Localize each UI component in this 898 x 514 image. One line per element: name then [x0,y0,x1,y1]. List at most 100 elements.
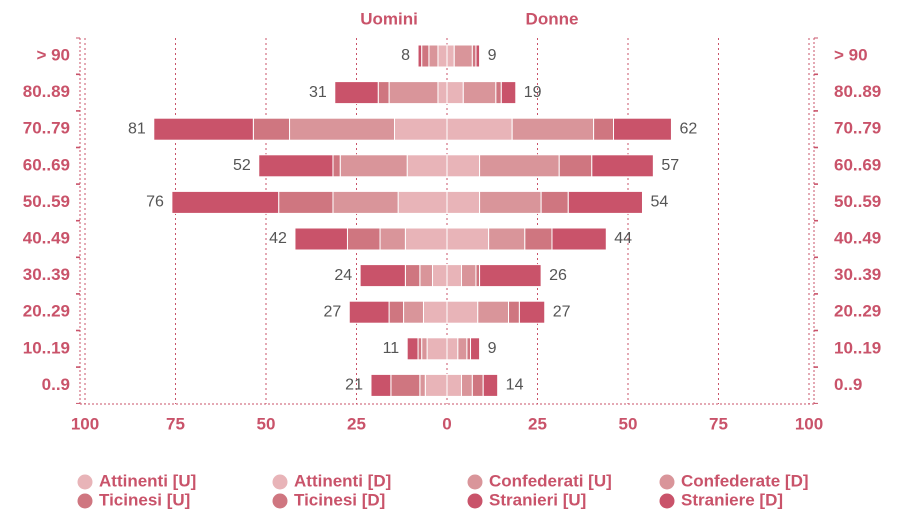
bar-segment [524,227,553,251]
bar-segment [388,81,439,105]
total-left: 27 [323,303,341,320]
legend-swatch [77,474,93,490]
category-label-left: 20..29 [23,302,70,321]
total-right: 54 [650,194,668,211]
category-label-left: 10..19 [23,338,70,357]
legend-swatch [659,474,675,490]
x-tick-label: 100 [795,414,823,433]
legend-label: Stranieri [U] [489,490,586,509]
legend-label: Straniere [D] [681,490,783,509]
bar-segment [508,300,520,324]
bar-segment [377,81,390,105]
category-label-right: 40..49 [834,228,881,247]
bar-segment [593,117,615,141]
total-right: 57 [661,157,679,174]
bar-segment [370,373,392,397]
bar-segment [446,227,490,251]
bar-segment [397,190,448,214]
legend-label: Ticinesi [D] [294,490,385,509]
bar-segment [437,44,448,68]
total-left: 11 [383,340,400,357]
bar-segment [479,264,542,288]
bar-segment [460,264,477,288]
bar-segment [446,81,464,105]
total-right: 9 [488,47,497,64]
bar-segment [558,154,593,178]
bar-segment [379,227,406,251]
bar-segment [518,300,546,324]
bar-segment [417,337,423,361]
legend-swatch [272,474,288,490]
total-left: 31 [309,84,327,101]
bar-segment [460,373,473,397]
category-label-right: 30..39 [834,265,881,284]
bar-segment [421,337,428,361]
legend-swatch [467,493,483,509]
bar-segment [346,227,381,251]
bar-segment [289,117,396,141]
category-label-left: 60..69 [23,155,70,174]
bar-segment [453,44,473,68]
total-left: 81 [128,120,146,137]
total-right: 27 [553,303,571,320]
bar-segment [403,300,424,324]
bar-segment [404,264,421,288]
total-left: 8 [401,47,410,64]
bar-segment [334,81,379,105]
bar-segment [446,373,462,397]
bar-segment [471,373,484,397]
legend-swatch [659,493,675,509]
x-tick-label: 25 [347,414,366,433]
category-label-left: 30..39 [23,265,70,284]
bar-segment [348,300,390,324]
bar-segment [477,300,510,324]
legend-label: Attinenti [D] [294,471,391,490]
bar-segment [479,190,542,214]
bar-segment [171,190,280,214]
total-left: 24 [334,267,352,284]
x-tick-label: 25 [528,414,547,433]
category-label-right: > 90 [834,45,868,64]
category-label-left: 70..79 [23,119,70,138]
category-label-right: 60..69 [834,155,881,174]
bar-segment [479,154,560,178]
bar-segment [540,190,569,214]
bar-segment [466,337,472,361]
category-label-left: 0..9 [42,375,70,394]
bar-segment [426,337,448,361]
legend-swatch [467,474,483,490]
legend-label: Attinenti [U] [99,471,196,490]
x-tick-label: 75 [709,414,728,433]
legend-swatch [77,493,93,509]
bar-segment [390,373,421,397]
total-left: 52 [233,157,251,174]
bar-segment [482,373,499,397]
bar-segment [258,154,334,178]
bar-segment [471,44,477,68]
bar-segment [278,190,334,214]
bar-segment [457,337,468,361]
category-label-right: 70..79 [834,119,881,138]
legend-label: Ticinesi [U] [99,490,190,509]
bar-segment [294,227,348,251]
bar-segment [422,300,448,324]
legend-swatch [272,493,288,509]
bar-segment [551,227,607,251]
bar-segment [446,117,513,141]
total-left: 42 [269,230,287,247]
bar-segment [488,227,526,251]
bar-segment [153,117,254,141]
bar-segment [332,190,399,214]
bar-segment [500,81,517,105]
category-label-right: 50..59 [834,192,881,211]
bar-segment [446,154,481,178]
bar-segment [421,44,430,68]
total-right: 14 [506,377,524,394]
bar-segment [446,44,455,68]
bar-segment [462,81,497,105]
x-tick-label: 0 [442,414,451,433]
bar-segment [446,190,481,214]
total-left: 21 [345,377,363,394]
legend-label: Confederati [U] [489,471,612,490]
category-label-left: 80..89 [23,82,70,101]
